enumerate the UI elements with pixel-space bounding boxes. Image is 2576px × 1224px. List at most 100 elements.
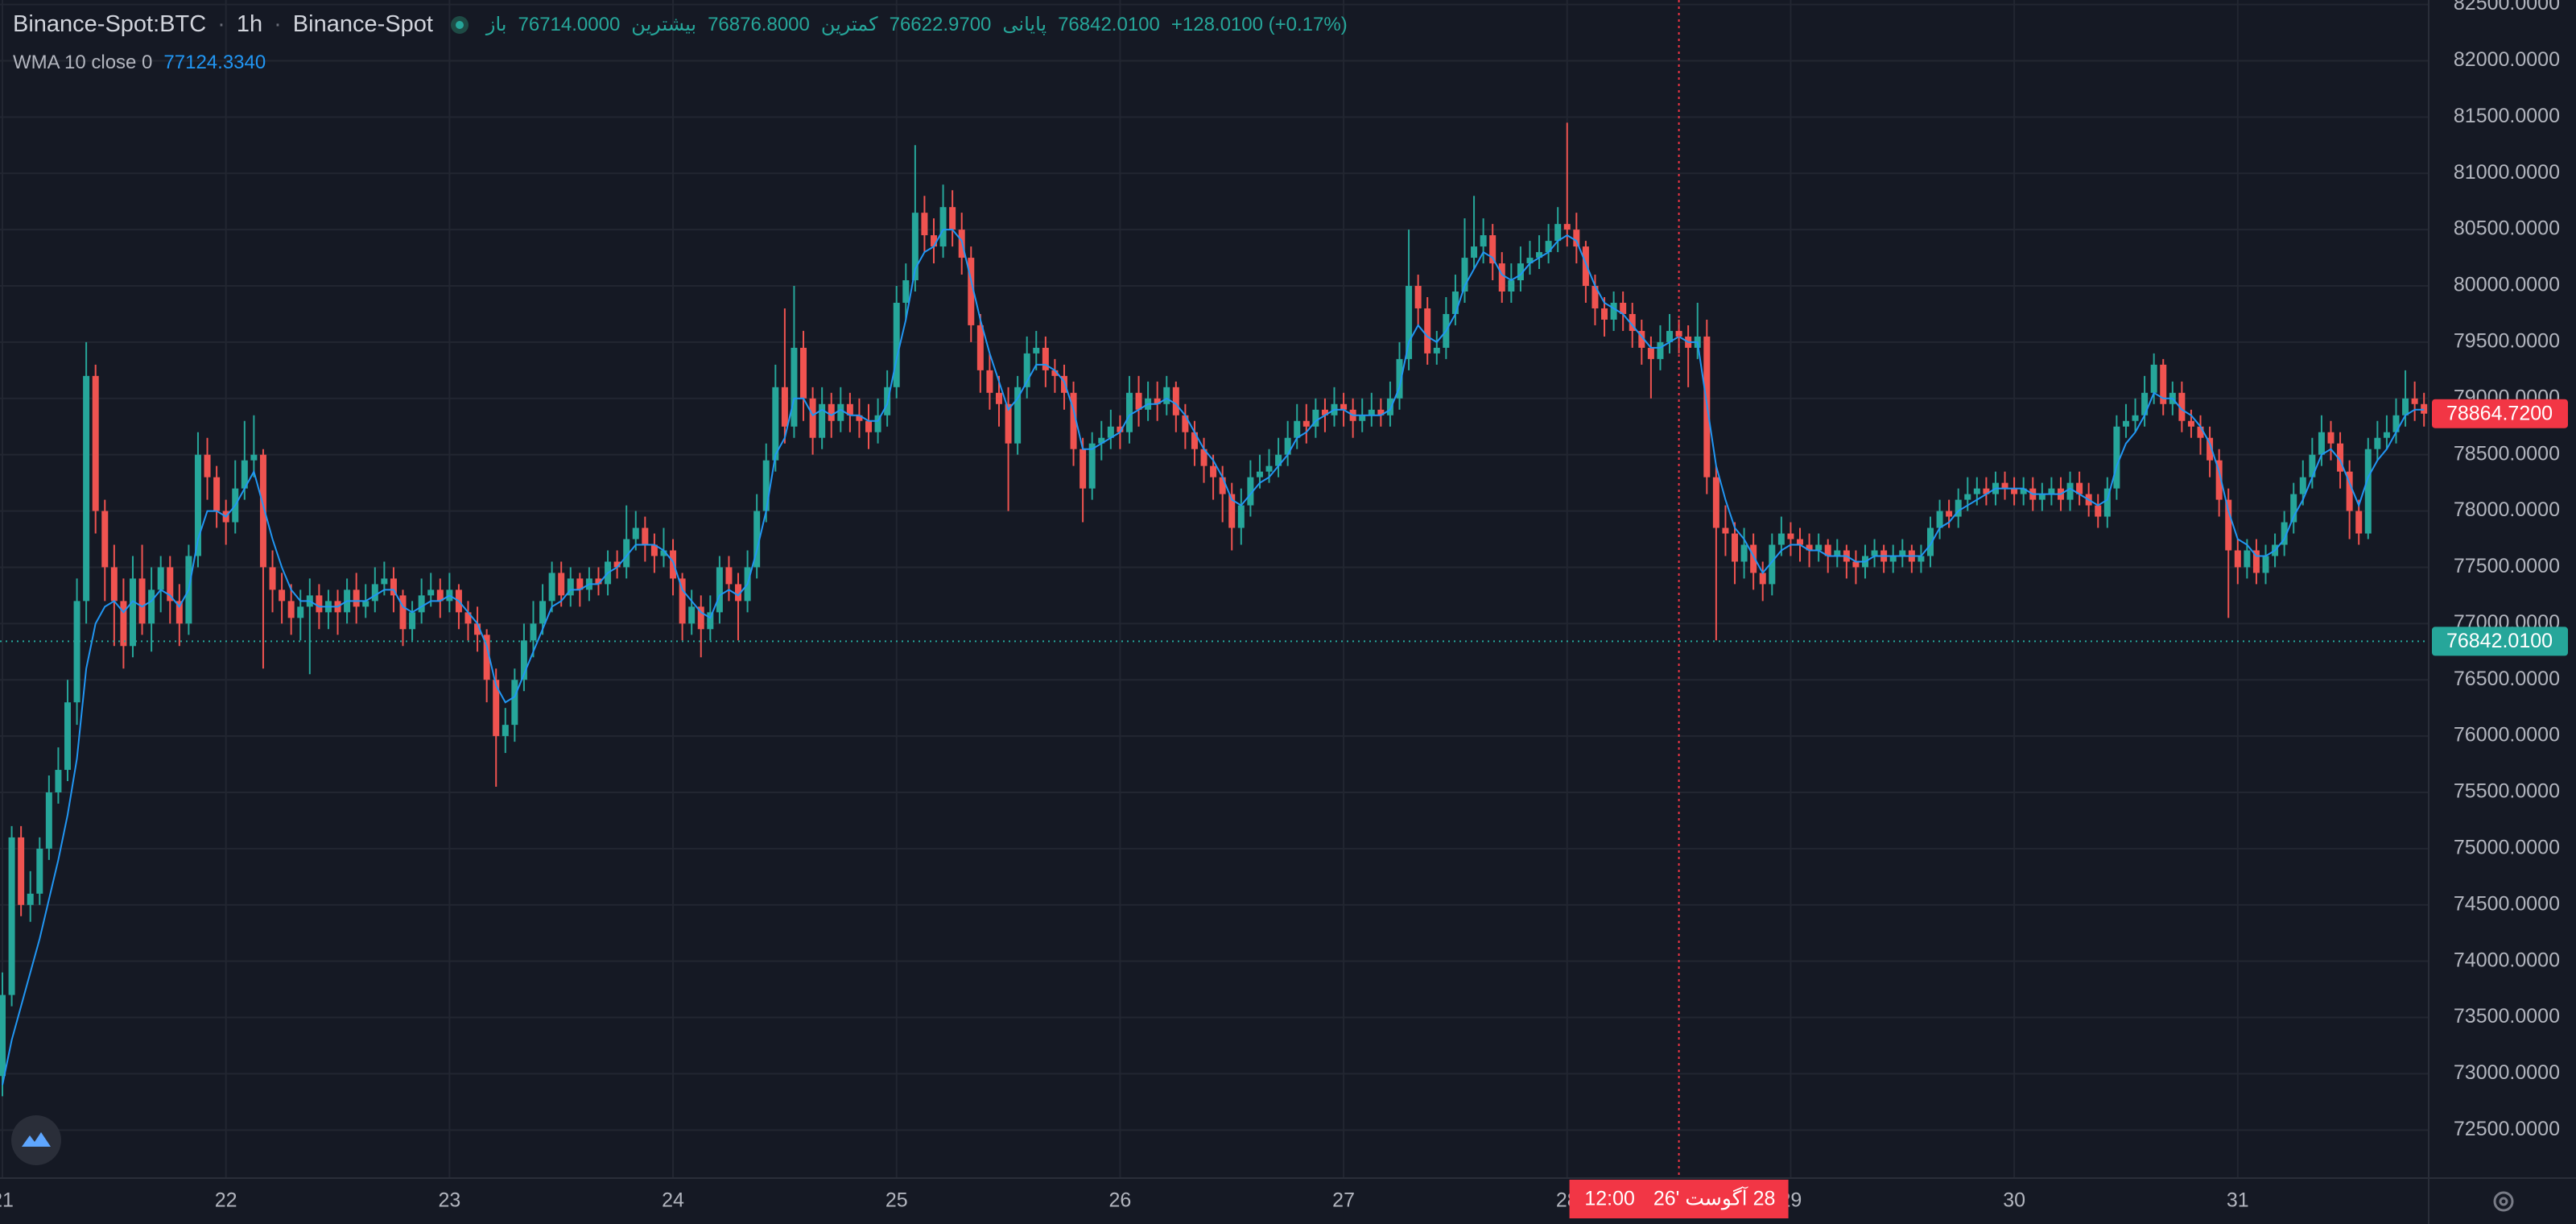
- wma-line: [2, 229, 2425, 1085]
- candle-body: [1154, 398, 1161, 404]
- candle-body: [2066, 482, 2074, 500]
- candle-body: [1806, 544, 1813, 551]
- candle-body: [613, 561, 621, 568]
- y-tick-label: 74000.0000: [2454, 949, 2560, 971]
- logo-button[interactable]: [11, 1115, 61, 1165]
- ohlc-label: پایانی: [1002, 14, 1047, 35]
- candle-body: [865, 420, 873, 432]
- gear-hub: [2499, 1197, 2508, 1206]
- candle-body: [1042, 347, 1049, 370]
- candle-body: [2383, 432, 2390, 438]
- candle-body: [707, 612, 714, 630]
- candle-body: [567, 578, 574, 596]
- y-tick-label: 73500.0000: [2454, 1005, 2560, 1028]
- candle-body: [1740, 544, 1748, 562]
- y-tick-label: 76500.0000: [2454, 668, 2560, 690]
- candle-body: [371, 584, 378, 602]
- candle-body: [1591, 286, 1599, 308]
- candle-body: [902, 280, 910, 303]
- candle-body: [1424, 308, 1431, 354]
- x-tick-label: 26: [1108, 1189, 1131, 1212]
- candle-body: [399, 595, 407, 630]
- candle-body: [148, 589, 155, 624]
- x-tick-label: 31: [2227, 1189, 2249, 1212]
- candle-body: [502, 725, 509, 737]
- candle-body: [1471, 246, 1478, 258]
- candle-body: [1125, 392, 1133, 432]
- candle-body: [1359, 415, 1366, 421]
- candle-body: [493, 680, 500, 737]
- candle-body: [73, 601, 80, 703]
- candle-body: [1060, 375, 1067, 393]
- candle-body: [1172, 387, 1179, 416]
- candle-body: [1377, 409, 1385, 416]
- ohlc-value: 76842.0100: [1058, 13, 1160, 35]
- candle-body: [595, 578, 602, 585]
- candle-body: [1787, 533, 1794, 540]
- indicator-name[interactable]: WMA 10 close 0: [13, 52, 153, 73]
- candle-body: [791, 347, 798, 427]
- candle-body: [1414, 286, 1422, 308]
- candle-body: [36, 848, 43, 894]
- y-tick-label: 75500.0000: [2454, 780, 2560, 803]
- candle-body: [1824, 544, 1831, 556]
- candle-body: [2048, 488, 2055, 494]
- candle-body: [1256, 471, 1263, 478]
- candle-body: [1563, 224, 1571, 230]
- y-tick-label: 73000.0000: [2454, 1061, 2560, 1084]
- candle-body: [1815, 544, 1823, 551]
- candle-body: [390, 578, 397, 596]
- candle-body: [8, 837, 15, 995]
- candle-body: [2076, 482, 2083, 494]
- candle-body: [2244, 550, 2251, 568]
- x-tick-label: 25: [886, 1189, 908, 1212]
- status-dot: [450, 15, 469, 34]
- candle-body: [175, 601, 183, 624]
- candle-body: [1926, 527, 1934, 556]
- candle-body: [1889, 556, 1897, 562]
- candle-body: [250, 454, 258, 461]
- crosshair-price-box: [2432, 626, 2568, 656]
- x-tick-label: 23: [438, 1189, 460, 1212]
- x-tick-label: 27: [1332, 1189, 1355, 1212]
- symbol[interactable]: Binance-Spot:BTC: [13, 11, 207, 37]
- last-price-label: 78864.7200: [2446, 402, 2553, 424]
- candle-body: [2337, 443, 2344, 472]
- candle-body: [1871, 550, 1878, 556]
- candle-body: [353, 589, 360, 607]
- candle-body: [1675, 330, 1682, 337]
- ohlc-value: 76622.9700: [889, 13, 992, 35]
- candle-body: [1386, 398, 1393, 416]
- candle-body: [2421, 403, 2428, 414]
- candle-body: [1461, 258, 1468, 292]
- candle-body: [1005, 403, 1012, 444]
- candle-body: [1732, 533, 1739, 562]
- candle-body: [55, 770, 62, 792]
- interval[interactable]: 1h: [236, 11, 263, 37]
- x-tick-label: 22: [215, 1189, 237, 1212]
- candle-body: [976, 325, 984, 370]
- candle-body: [837, 403, 844, 421]
- candle-body: [1080, 449, 1087, 489]
- candle-body: [259, 454, 266, 568]
- candle-body: [1107, 426, 1114, 438]
- candle-body: [986, 370, 993, 393]
- candle-body: [1051, 370, 1059, 376]
- candle-body: [2038, 494, 2046, 500]
- settings-button[interactable]: [2493, 1191, 2514, 1212]
- separator: ·: [217, 11, 225, 37]
- candle-body: [2355, 511, 2363, 534]
- candle-body: [436, 589, 444, 602]
- candle-body: [623, 539, 630, 568]
- candle-body: [1759, 573, 1766, 585]
- ohlc-label: کمترین: [820, 14, 878, 35]
- candle-body: [511, 680, 518, 726]
- candle-body: [194, 454, 201, 556]
- candle-body: [167, 567, 174, 602]
- candle-body: [2327, 432, 2334, 444]
- candle-body: [772, 387, 779, 461]
- candle-body: [1750, 544, 1757, 573]
- candle-body: [2020, 488, 2027, 494]
